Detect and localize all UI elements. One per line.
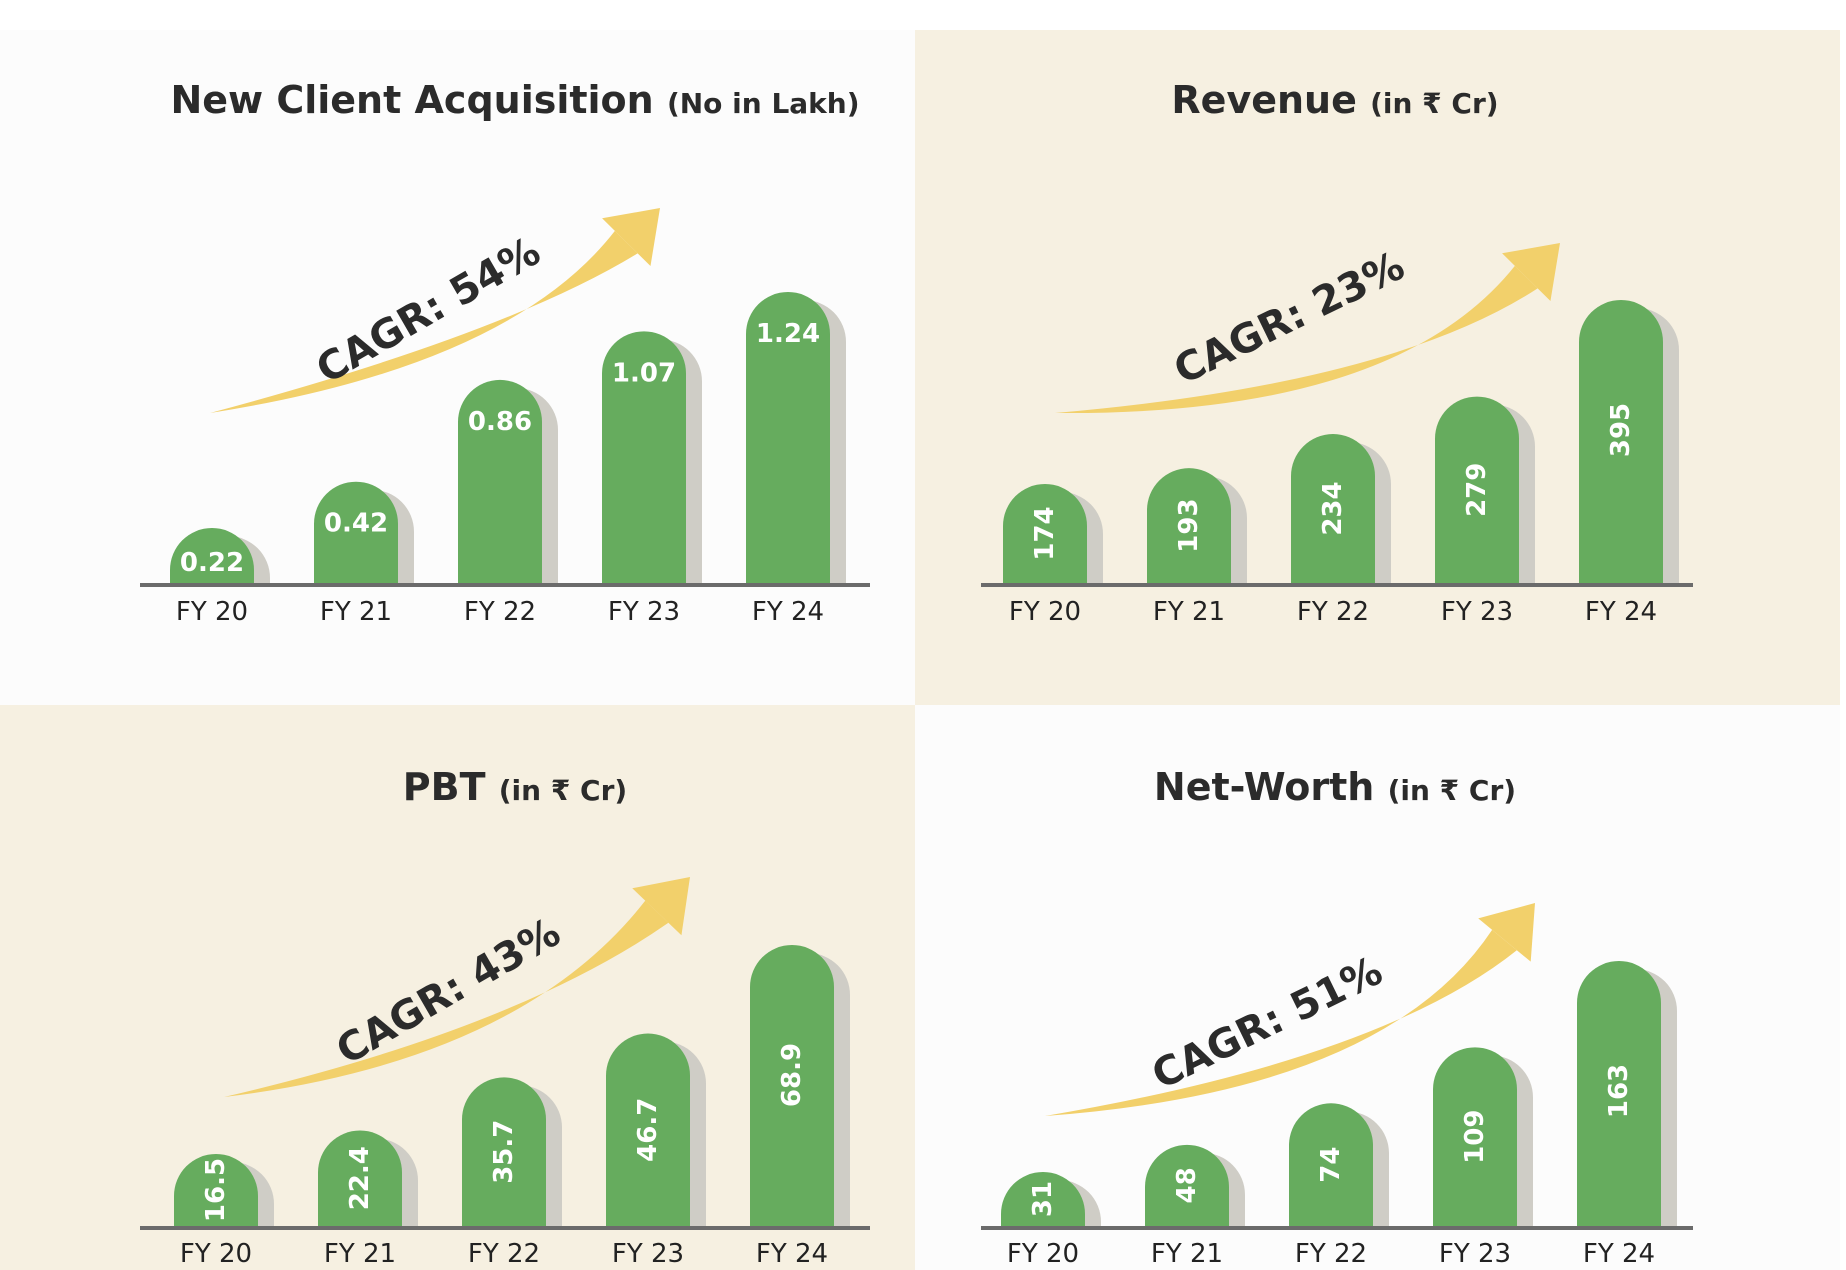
chart-unit: (in ₹ Cr) <box>1370 87 1498 120</box>
x-tick-label: FY 24 <box>752 597 824 627</box>
bar-fy24 <box>1579 300 1663 583</box>
bar-value-label: 0.86 <box>468 407 532 437</box>
bar-fy21 <box>314 481 398 583</box>
bar-value-label: 174 <box>1030 506 1060 560</box>
x-tick-label: FY 22 <box>464 597 536 627</box>
bar-fy24 <box>750 945 834 1226</box>
panel-background <box>915 30 1840 705</box>
growth-arrow <box>1045 903 1535 1116</box>
x-tick-label: FY 20 <box>176 597 248 627</box>
chart-panel-pbt: PBT (in ₹ Cr) CAGR: 43% 16.5 FY 20 22.4 FY 21… <box>0 705 915 1270</box>
x-tick-label: FY 24 <box>1583 1239 1655 1269</box>
bar-value-label: 234 <box>1318 481 1348 535</box>
chart-unit: (No in Lakh) <box>667 87 860 120</box>
chart-title: Revenue (in ₹ Cr) <box>1171 78 1498 122</box>
bar-value-label: 0.42 <box>324 509 388 539</box>
bar-fy23 <box>1433 1047 1517 1226</box>
bar-value-label: 395 <box>1606 403 1636 457</box>
bar-fy22 <box>462 1077 546 1226</box>
bar-fy20 <box>1001 1172 1085 1226</box>
bar-value-label: 109 <box>1460 1110 1490 1164</box>
bar-value-label: 22.4 <box>345 1146 375 1210</box>
growth-arrow <box>210 208 660 413</box>
bar-fy22 <box>1289 1103 1373 1226</box>
growth-arrow <box>1055 243 1560 414</box>
bar-fy20 <box>174 1154 258 1226</box>
bar-value-label: 31 <box>1028 1181 1058 1217</box>
x-tick-label: FY 20 <box>1007 1239 1079 1269</box>
bar-fy23 <box>606 1033 690 1226</box>
x-tick-label: FY 21 <box>324 1239 396 1269</box>
bar-value-label: 1.07 <box>612 358 676 388</box>
bar-value-label: 48 <box>1172 1167 1202 1203</box>
x-tick-label: FY 23 <box>1441 597 1513 627</box>
chart-svg: New Client Acquisition (No in Lakh)CAGR:… <box>0 30 915 705</box>
x-tick-label: FY 20 <box>180 1239 252 1269</box>
bar-fy24 <box>1577 961 1661 1226</box>
bar-fy22 <box>1291 434 1375 583</box>
x-tick-label: FY 23 <box>612 1239 684 1269</box>
bar-fy23 <box>1435 396 1519 583</box>
x-tick-label: FY 24 <box>756 1239 828 1269</box>
x-tick-label: FY 22 <box>468 1239 540 1269</box>
bar-fy20 <box>170 528 254 583</box>
chart-title: New Client Acquisition (No in Lakh) <box>170 78 859 122</box>
x-tick-label: FY 21 <box>1151 1239 1223 1269</box>
x-tick-label: FY 21 <box>320 597 392 627</box>
bar-value-label: 0.22 <box>180 548 244 578</box>
bar-value-label: 163 <box>1604 1064 1634 1118</box>
bar-value-label: 1.24 <box>756 319 820 349</box>
chart-unit: (in ₹ Cr) <box>1388 774 1516 807</box>
bar-value-label: 35.7 <box>489 1120 519 1184</box>
bar-value-label: 16.5 <box>201 1158 231 1222</box>
chart-panel-net-worth: Net-Worth (in ₹ Cr) CAGR: 51% 31 FY 20 48 FY … <box>915 705 1840 1270</box>
bar-fy21 <box>1147 468 1231 583</box>
bar-fy24 <box>746 292 830 583</box>
bar-fy23 <box>602 331 686 583</box>
chart-title: Net-Worth (in ₹ Cr) <box>1154 765 1516 809</box>
chart-unit: (in ₹ Cr) <box>499 774 627 807</box>
x-tick-label: FY 23 <box>1439 1239 1511 1269</box>
chart-panel-new-client-acquisition: New Client Acquisition (No in Lakh) CAGR:… <box>0 30 915 705</box>
bar-fy22 <box>458 379 542 583</box>
x-tick-label: FY 22 <box>1297 597 1369 627</box>
bar-fy21 <box>1145 1144 1229 1226</box>
bar-fy21 <box>318 1130 402 1226</box>
bar-value-label: 46.7 <box>633 1098 663 1162</box>
bar-value-label: 68.9 <box>777 1043 807 1107</box>
chart-title: PBT (in ₹ Cr) <box>403 765 627 809</box>
bar-value-label: 279 <box>1462 463 1492 517</box>
growth-arrow <box>224 877 690 1097</box>
x-tick-label: FY 20 <box>1009 597 1081 627</box>
x-tick-label: FY 21 <box>1153 597 1225 627</box>
x-tick-label: FY 24 <box>1585 597 1657 627</box>
x-tick-label: FY 22 <box>1295 1239 1367 1269</box>
x-tick-label: FY 23 <box>608 597 680 627</box>
chart-panel-revenue: Revenue (in ₹ Cr) CAGR: 23% 174 FY 20 193 FY … <box>915 30 1840 705</box>
bar-fy20 <box>1003 484 1087 583</box>
bar-value-label: 193 <box>1174 498 1204 552</box>
bar-value-label: 74 <box>1316 1147 1346 1183</box>
